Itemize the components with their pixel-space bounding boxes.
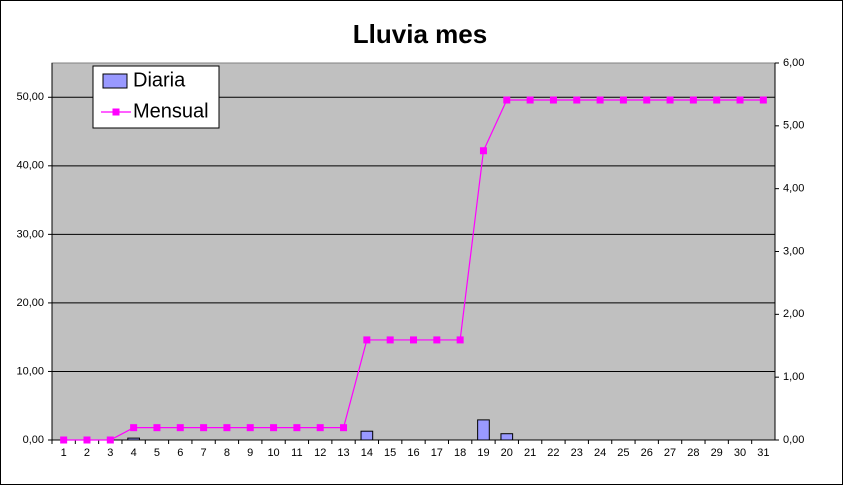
y2-tick-label: 2,00 xyxy=(783,308,804,320)
x-tick-label: 13 xyxy=(337,447,349,459)
y2-tick-label: 1,00 xyxy=(783,371,804,383)
x-tick-label: 20 xyxy=(501,447,513,459)
x-tick-label: 19 xyxy=(477,447,489,459)
line-marker xyxy=(619,96,627,104)
bar xyxy=(500,433,514,441)
line-marker xyxy=(83,436,91,444)
x-tick-label: 9 xyxy=(247,447,253,459)
x-tick-label: 31 xyxy=(757,447,769,459)
line-marker xyxy=(223,424,231,432)
x-tick-label: 18 xyxy=(454,447,466,459)
line-marker xyxy=(456,336,464,344)
chart-title: Lluvia mes xyxy=(353,19,487,49)
line-marker xyxy=(433,336,441,344)
x-tick-label: 3 xyxy=(107,447,113,459)
bar xyxy=(477,419,490,441)
y2-tick-label: 5,00 xyxy=(783,120,804,132)
line-marker xyxy=(666,96,674,104)
x-tick-label: 2 xyxy=(84,447,90,459)
line-marker xyxy=(316,424,324,432)
y-tick-label: 30,00 xyxy=(16,228,44,240)
y2-tick-label: 4,00 xyxy=(783,183,804,195)
x-tick-label: 25 xyxy=(617,447,629,459)
line-marker xyxy=(526,96,534,104)
line-marker xyxy=(713,96,721,104)
y2-tick-label: 0,00 xyxy=(783,434,804,446)
legend-swatch xyxy=(102,73,128,89)
x-tick-label: 15 xyxy=(384,447,396,459)
x-tick-label: 22 xyxy=(547,447,559,459)
legend-swatch-marker xyxy=(112,108,120,116)
y2-tick-label: 3,00 xyxy=(783,245,804,257)
x-tick-label: 11 xyxy=(291,447,302,459)
x-tick-label: 17 xyxy=(431,447,443,459)
line-marker xyxy=(549,96,557,104)
line-marker xyxy=(736,96,744,104)
line-marker xyxy=(130,424,138,432)
x-tick-label: 29 xyxy=(711,447,723,459)
y-tick-label: 10,00 xyxy=(16,365,44,377)
line-marker xyxy=(246,424,254,432)
line-marker xyxy=(270,424,278,432)
line-marker xyxy=(363,336,371,344)
x-tick-label: 30 xyxy=(734,447,746,459)
x-tick-label: 4 xyxy=(131,447,137,459)
line-marker xyxy=(503,96,511,104)
x-tick-label: 6 xyxy=(177,447,183,459)
x-tick-label: 28 xyxy=(687,447,699,459)
x-tick-label: 26 xyxy=(641,447,653,459)
legend-label: Diaria xyxy=(133,69,186,91)
line-marker xyxy=(176,424,184,432)
y-tick-label: 20,00 xyxy=(16,297,44,309)
line-marker xyxy=(689,96,697,104)
line-marker xyxy=(643,96,651,104)
x-tick-label: 8 xyxy=(224,447,230,459)
y-tick-label: 0,00 xyxy=(23,434,44,446)
x-tick-label: 16 xyxy=(407,447,419,459)
line-marker xyxy=(200,424,208,432)
bar xyxy=(360,430,374,441)
legend-label: Mensual xyxy=(133,100,209,122)
line-marker xyxy=(106,436,114,444)
line-marker xyxy=(479,147,487,155)
line-marker xyxy=(410,336,417,344)
x-tick-label: 24 xyxy=(594,447,606,459)
bar xyxy=(127,437,140,441)
x-tick-label: 23 xyxy=(571,447,583,459)
x-tick-label: 21 xyxy=(524,447,536,459)
line-marker xyxy=(573,96,581,104)
line-marker xyxy=(340,424,348,432)
line-marker xyxy=(60,436,68,444)
line-marker xyxy=(293,424,301,432)
x-tick-label: 10 xyxy=(267,447,279,459)
x-tick-label: 27 xyxy=(664,447,676,459)
x-tick-label: 14 xyxy=(361,447,373,459)
x-tick-label: 5 xyxy=(154,447,160,459)
x-tick-label: 1 xyxy=(61,447,67,459)
y-tick-label: 50,00 xyxy=(16,91,44,103)
line-marker xyxy=(386,336,394,344)
line-marker xyxy=(153,424,161,432)
line-marker xyxy=(759,96,767,104)
x-tick-label: 7 xyxy=(201,447,207,459)
y-tick-label: 40,00 xyxy=(16,160,44,172)
y2-tick-label: 6,00 xyxy=(783,57,804,69)
line-marker xyxy=(596,96,604,104)
x-tick-label: 12 xyxy=(314,447,326,459)
